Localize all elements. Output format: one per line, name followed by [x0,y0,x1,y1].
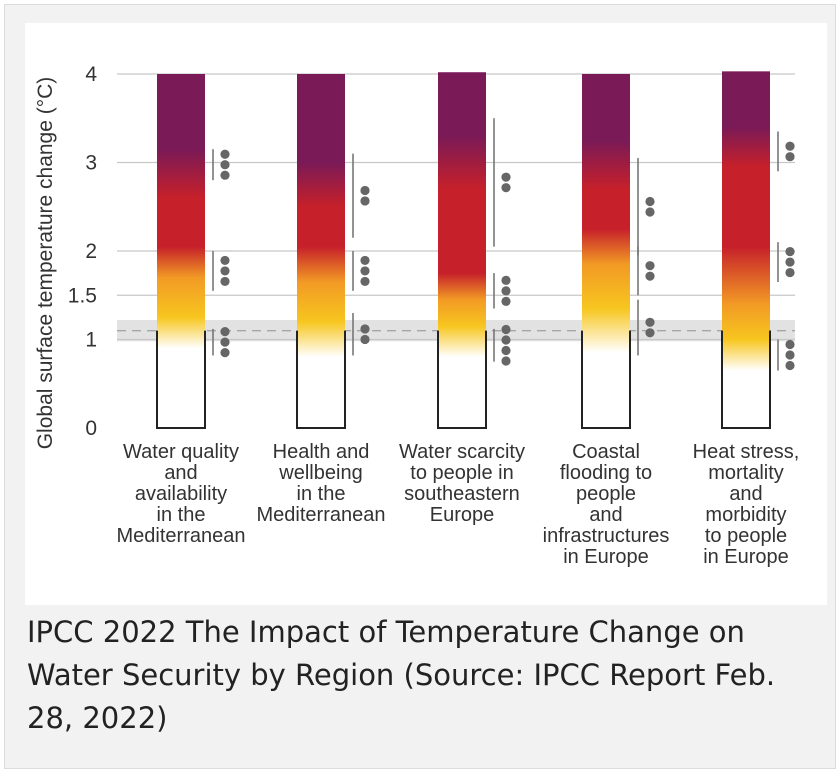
confidence-dot [785,350,795,360]
category-label: Water scarcity [399,441,525,463]
bar-baseline-outline [437,330,487,429]
bar-baseline-outline [581,330,631,429]
risk-bar [722,71,770,428]
risk-bar [582,74,630,428]
category-label: southeastern [404,483,520,505]
confidence-dot [785,141,795,151]
category-label: mortality [708,462,784,484]
category-label: and [729,483,762,505]
y-tick-label: 0 [85,417,97,440]
confidence-dot [220,149,230,159]
category-label: people [576,483,636,505]
confidence-dot [785,360,795,371]
category-label: to people in [410,462,513,484]
risk-bar [297,74,345,428]
category-label: flooding to [560,462,652,484]
category-label: infrastructures [543,525,670,547]
confidence-dot [220,348,230,358]
confidence-dot [360,276,370,287]
bar-baseline-outline [721,330,771,429]
confidence-dot [645,328,655,338]
category-label: and [164,462,197,484]
category-label: Heat stress, [693,441,800,463]
confidence-dot [220,327,230,337]
confidence-dot [501,183,511,193]
confidence-dot [645,317,655,327]
confidence-dot [645,271,655,281]
risk-bar [438,72,486,429]
category-label: in Europe [563,546,649,568]
category-label: to people [705,525,787,547]
confidence-dot [360,196,370,206]
category-label: wellbeing [278,462,362,484]
category-label: in Europe [703,546,789,568]
confidence-dot [360,255,370,266]
confidence-dot [360,334,370,345]
category-label: availability [135,483,227,505]
y-tick-label: 1.5 [68,284,97,307]
confidence-dot [220,255,230,266]
confidence-dot [220,170,230,180]
bar-baseline-outline [296,330,346,429]
y-tick-label: 4 [85,63,97,86]
category-label: in the [157,504,206,526]
confidence-dot [501,286,511,296]
confidence-dot [645,196,655,207]
confidence-dot [785,246,795,257]
confidence-dot [501,324,511,335]
confidence-dot [785,339,795,350]
figure-frame: 0 1 1.5 2 3 4 Global surface temperature chang… [4,4,836,769]
confidence-dot [785,267,795,278]
confidence-dot [501,356,511,366]
confidence-dot [360,185,370,196]
confidence-dot [645,261,655,271]
category-label: and [589,504,622,526]
risk-chart: 0 1 1.5 2 3 4 Global surface temperature chang… [34,63,800,568]
y-axis-label: Global surface temperature change (°C) [34,77,57,450]
category-label: Water quality [123,441,239,463]
confidence-dot [501,335,511,345]
confidence-dot [501,345,511,356]
category-label: Mediterranean [257,504,386,526]
category-label: morbidity [705,504,786,526]
confidence-dot [220,276,230,287]
risk-bar [157,74,205,428]
confidence-dot [785,152,795,162]
confidence-dot [501,172,511,182]
confidence-dot [360,324,370,334]
figure-caption: IPCC 2022 The Impact of Temperature Chan… [27,615,776,735]
category-label: Coastal [572,441,640,463]
confidence-dot [360,266,370,276]
category-label: Mediterranean [117,525,246,547]
confidence-dot [501,275,511,285]
confidence-dot [220,337,230,347]
chart-panel: 0 1 1.5 2 3 4 Global surface temperature chang… [25,23,827,605]
bar-baseline-outline [156,330,206,429]
y-tick-label: 1 [85,329,97,352]
confidence-dot [220,266,230,276]
category-label: Europe [430,504,495,526]
category-label: in the [297,483,346,505]
y-tick-label: 3 [85,152,97,175]
confidence-dot [501,296,511,306]
confidence-dot [645,207,655,217]
category-label: Health and [273,441,370,463]
confidence-dot [785,257,795,267]
y-tick-label: 2 [85,240,97,263]
confidence-dot [220,160,230,170]
